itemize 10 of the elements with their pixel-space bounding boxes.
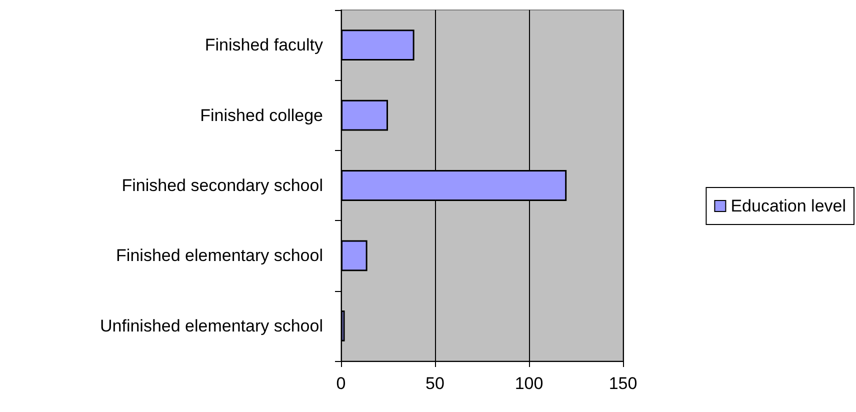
y-tick-label: Finished secondary school [122,176,323,195]
y-tick-label: Finished college [200,106,323,125]
y-tick-label: Finished faculty [204,36,324,55]
legend-label: Education level [730,196,846,216]
x-tick-label: 100 [514,374,544,393]
x-tick-label: 0 [336,374,346,393]
x-tick-label: 150 [608,374,638,393]
y-tick-label: Unfinished elementary school [100,316,323,336]
y-tick-label: Finished elementary school [116,246,323,266]
x-tick-label: 50 [426,374,444,393]
